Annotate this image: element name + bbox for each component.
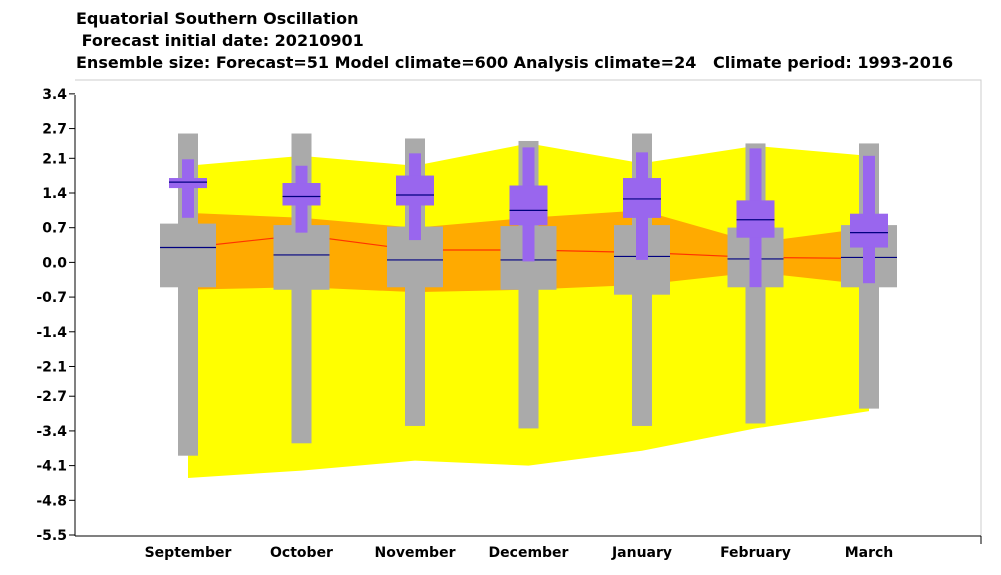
forecast-p25-p75 — [509, 185, 548, 226]
forecast-p25-p75 — [850, 213, 888, 248]
forecast-box — [509, 147, 548, 262]
forecast-box — [169, 159, 207, 218]
x-tick-label: October — [270, 545, 333, 561]
forecast-p25-p75 — [396, 175, 434, 206]
chart-subtitle: Forecast initial date: 20210901 — [76, 31, 364, 50]
y-tick-label: -2.7 — [36, 389, 67, 405]
forecast-box — [736, 148, 775, 288]
forecast-box — [850, 155, 888, 284]
y-tick-label: -4.8 — [36, 493, 67, 509]
forecast-p25-p75 — [736, 200, 775, 238]
forecast-p25-p75 — [282, 183, 321, 206]
y-tick-label: -2.1 — [36, 359, 67, 375]
y-tick-label: -1.4 — [36, 325, 67, 341]
model-climate-p25-p75 — [160, 223, 216, 288]
x-tick-label: December — [489, 545, 569, 561]
forecast-p25-p75 — [623, 178, 661, 218]
y-tick-label: -3.4 — [36, 424, 67, 440]
y-tick-label: -4.1 — [36, 459, 67, 475]
chart-info-line: Ensemble size: Forecast=51 Model climate… — [76, 53, 954, 72]
chart-header: Equatorial Southern Oscillation Forecast… — [76, 8, 953, 74]
chart-title: Equatorial Southern Oscillation — [76, 9, 359, 28]
x-tick-label: November — [375, 545, 456, 561]
x-tick-label: September — [145, 545, 232, 561]
plot-frame — [75, 79, 982, 536]
x-tick-label: March — [845, 545, 894, 561]
y-tick-label: 0.0 — [42, 255, 67, 271]
x-tick-label: January — [611, 545, 672, 561]
y-tick-label: 0.7 — [42, 221, 67, 237]
y-tick-label: 1.4 — [42, 186, 67, 202]
y-tick-label: 2.1 — [42, 151, 67, 167]
y-tick-label: -5.5 — [36, 528, 67, 544]
forecast-box — [623, 152, 661, 260]
forecast-box — [282, 165, 321, 233]
forecast-whisker — [182, 159, 194, 218]
forecast-box — [396, 153, 434, 241]
y-tick-label: 2.7 — [42, 122, 67, 138]
y-tick-label: -0.7 — [36, 290, 67, 306]
forecast-p25-p75 — [169, 178, 207, 189]
y-tick-label: 3.4 — [42, 87, 67, 103]
x-tick-label: February — [720, 545, 791, 561]
model-climate-p25-p75 — [273, 225, 330, 290]
